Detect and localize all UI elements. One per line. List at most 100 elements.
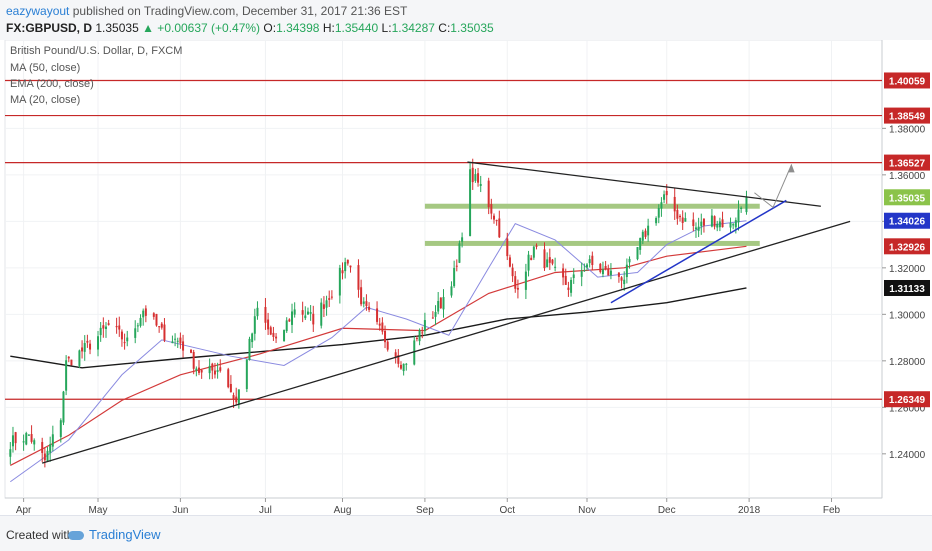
candle-body <box>81 347 84 352</box>
candle-body <box>99 327 102 336</box>
candle-body <box>572 274 575 279</box>
candle-body <box>676 209 679 219</box>
high-value: 1.35440 <box>334 21 379 35</box>
candle-body <box>102 325 105 329</box>
candle-body <box>697 226 700 231</box>
candle-body <box>599 263 602 272</box>
candle-body <box>492 215 495 220</box>
candle-body <box>681 217 684 224</box>
price-chart[interactable]: 1.24000 1.26000 1.28000 1.30000 1.32000 1.340… <box>0 40 932 515</box>
candle-body <box>362 301 365 304</box>
time-axis: Apr May Jun Jul Aug Sep Oct Nov Dec 2018 Feb <box>16 498 841 515</box>
tradingview-logo[interactable]: TradingView <box>68 527 161 542</box>
candle-body <box>136 325 139 327</box>
candle-body <box>65 360 68 391</box>
candle-body <box>235 396 238 403</box>
candle-body <box>104 326 107 329</box>
x-tick-label: 2018 <box>738 505 761 515</box>
y-tick-label: 1.24000 <box>889 450 926 461</box>
candle-body <box>740 207 743 209</box>
candle-body <box>59 420 62 437</box>
candle-body <box>126 337 129 342</box>
candle-body <box>320 302 323 326</box>
candle-body <box>423 320 426 332</box>
price-tag-label: 1.32926 <box>889 242 926 253</box>
x-tick-label: Aug <box>334 505 352 515</box>
price-tag-label: 1.35035 <box>889 193 926 204</box>
candle-body <box>43 453 46 461</box>
candle-body <box>554 266 557 268</box>
tradingview-brand: TradingView <box>89 527 161 542</box>
candle-body <box>368 306 371 310</box>
candle-body <box>439 297 442 309</box>
candle-body <box>62 391 65 423</box>
candle-body <box>269 327 272 335</box>
candle-body <box>644 230 647 237</box>
candle-body <box>245 359 248 390</box>
candle-body <box>115 325 118 328</box>
x-tick-label: Apr <box>16 505 32 515</box>
candle-body <box>458 243 461 263</box>
candle-body <box>341 270 344 274</box>
legend-ma50: MA (50, close) <box>10 62 80 74</box>
close-label: C: <box>438 21 451 35</box>
candle-body <box>514 276 517 289</box>
price-tag <box>884 212 930 229</box>
candle-body <box>421 332 424 334</box>
candle-body <box>692 219 695 227</box>
candle-body <box>251 333 254 343</box>
candle-body <box>86 340 89 343</box>
candle-body <box>346 259 349 264</box>
candle-body <box>588 259 591 264</box>
candle-body <box>647 225 650 236</box>
legend-title: British Pound/U.S. Dollar, D, FXCM <box>10 45 182 57</box>
candle-body <box>702 218 705 226</box>
candle-body <box>229 384 232 393</box>
candle-body <box>673 196 676 212</box>
candle-body <box>237 389 240 405</box>
candle-body <box>83 343 86 352</box>
candle-body <box>490 204 493 214</box>
candle-body <box>27 434 30 436</box>
candle-body <box>304 315 307 319</box>
candle-body <box>487 180 490 208</box>
candle-body <box>495 220 498 222</box>
candle-body <box>365 301 368 306</box>
candle-body <box>67 356 70 359</box>
grid <box>4 40 883 499</box>
candle-body <box>312 313 315 325</box>
price-tag <box>884 154 930 171</box>
indicator-lines <box>10 220 747 483</box>
candle-body <box>152 313 155 317</box>
horizontal-levels <box>5 79 882 400</box>
candle-body <box>89 343 92 350</box>
candle-body <box>306 311 309 315</box>
support-resistance-zones <box>424 203 760 246</box>
candle-body <box>474 174 477 181</box>
candle-body <box>532 246 535 258</box>
candle-body <box>309 312 312 314</box>
candle-body <box>601 269 604 275</box>
price-tag-label: 1.31133 <box>889 284 925 295</box>
candle-body <box>570 279 573 293</box>
candle-body <box>70 359 73 366</box>
candle-body <box>665 191 668 196</box>
candle-body <box>232 395 235 400</box>
x-tick-label: Jun <box>172 505 188 515</box>
rising-support-trendline <box>42 220 851 464</box>
author-link[interactable]: eazywayout <box>6 4 70 18</box>
candle-body <box>508 257 511 267</box>
projection-arrow <box>754 164 793 209</box>
candle-body <box>248 338 251 361</box>
candle-body <box>22 441 25 443</box>
candle-body <box>118 325 121 330</box>
candle-body <box>190 349 193 353</box>
candle-body <box>562 268 565 278</box>
candle-body <box>11 435 14 447</box>
price-tag <box>884 72 930 89</box>
candle-body <box>384 330 387 343</box>
low-value: 1.34287 <box>391 21 435 35</box>
chart-legend: British Pound/U.S. Dollar, D, FXCM MA (5… <box>10 45 182 106</box>
projection-arrowhead <box>787 164 795 173</box>
candle-body <box>527 254 530 271</box>
